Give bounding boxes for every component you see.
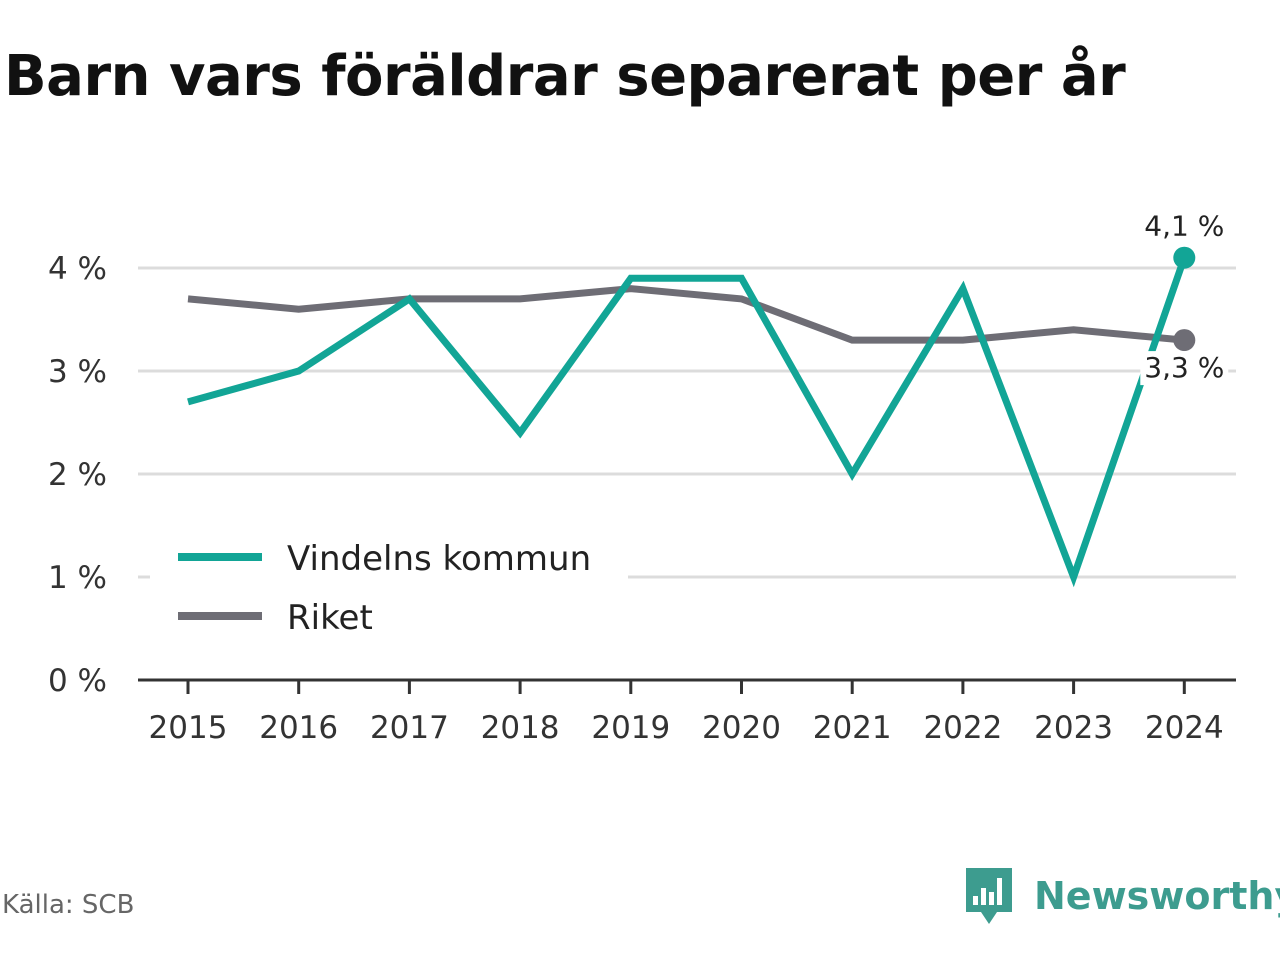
legend: Vindelns kommun Riket [150,532,628,644]
end-point-riket [1173,329,1196,352]
x-tick-label: 2022 [923,710,1002,746]
x-axis: 2015 2016 2017 2018 2019 2020 2021 2022 2023 2024 [138,678,1236,746]
brand-name: Newsworthy [1034,874,1280,918]
legend-label-vindeln: Vindelns kommun [287,539,591,579]
x-tick-label: 2017 [370,710,449,746]
y-tick-label: 3 % [48,354,107,390]
x-tick-label: 2023 [1034,710,1113,746]
grid-lines: 0 % 1 % 2 % 3 % 4 % [48,251,1236,699]
brand-logo[interactable]: Newsworthy [964,866,1280,926]
x-tick-label: 2024 [1145,710,1224,746]
x-tick-label: 2020 [702,710,781,746]
end-label-vindeln: 4,1 % [1144,210,1224,243]
y-tick-label: 0 % [48,663,107,699]
y-tick-label: 4 % [48,251,107,287]
newsworthy-logo-icon [966,868,1012,924]
end-point-vindeln [1173,246,1196,269]
end-label-background [1140,351,1229,386]
source-note: Källa: SCB [2,890,135,920]
series-line-riket [187,285,1185,344]
x-tick-label: 2016 [259,710,338,746]
x-tick-label: 2019 [591,710,670,746]
y-tick-label: 2 % [48,457,107,493]
end-label-riket: 3,3 % [1144,351,1224,384]
legend-background [150,532,628,644]
y-tick-label: 1 % [48,560,107,596]
series-line-vindeln [187,256,1188,588]
x-tick-label: 2021 [813,710,892,746]
series-lines [187,246,1196,588]
x-tick-label: 2018 [481,710,560,746]
legend-label-riket: Riket [287,598,373,638]
chart-title: Barn vars föräldrar separerat per år [4,44,1126,109]
end-labels: 4,1 % 3,3 % [1140,210,1229,386]
x-tick-label: 2015 [149,710,228,746]
